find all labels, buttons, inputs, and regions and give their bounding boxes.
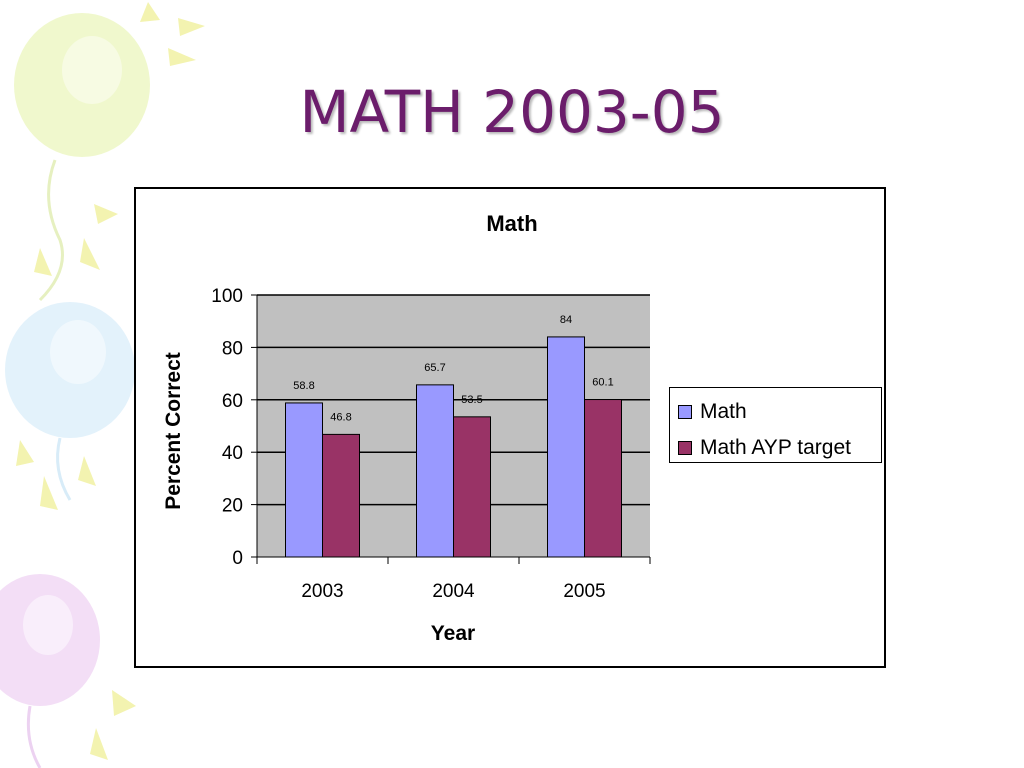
legend-item-math: Math [678, 394, 881, 430]
chart-frame: 0 20 40 60 80 100 2003 58.8 46.8 2004 65.7 53.5 2005… [134, 187, 886, 668]
data-label-ayp-target-2005: 60.1 [592, 377, 613, 389]
data-label-ayp-target-2004: 53.5 [461, 394, 482, 406]
x-axis-title: Year [431, 622, 475, 645]
x-tick-label-2005: 2005 [563, 581, 605, 602]
data-label-math-2005: 84 [560, 314, 572, 326]
bar-ayp-target-2004 [453, 416, 491, 558]
legend-swatch-math [678, 405, 692, 419]
legend-label-ayp-target: Math AYP target [700, 436, 851, 459]
legend-label-math: Math [700, 400, 747, 423]
y-tick-label-60: 60 [222, 391, 243, 412]
bar-math-2004 [416, 384, 454, 558]
y-axis-title: Percent Correct [162, 352, 185, 510]
slide-title: MATH 2003-05 [299, 78, 725, 146]
balloon-blue-decoration [5, 302, 135, 510]
legend-swatch-ayp-target [678, 441, 692, 455]
balloon-yellow-decoration [14, 2, 205, 302]
data-label-math-2003: 58.8 [293, 380, 314, 392]
x-tick-label-2004: 2004 [432, 581, 475, 602]
y-tick-label-80: 80 [222, 338, 243, 359]
x-tick-label-2003: 2003 [301, 581, 343, 602]
y-tick-label-0: 0 [232, 548, 243, 569]
balloon-purple-decoration [0, 574, 136, 768]
data-label-ayp-target-2003: 46.8 [330, 411, 351, 423]
bar-math-2003 [285, 402, 323, 558]
y-tick-label-100: 100 [211, 286, 243, 307]
legend-item-ayp-target: Math AYP target [678, 430, 881, 466]
bar-chart: 0 20 40 60 80 100 2003 58.8 46.8 2004 65.7 53.5 2005… [162, 211, 651, 645]
bar-ayp-target-2003 [322, 433, 360, 558]
bar-ayp-target-2005 [584, 399, 622, 558]
y-tick-label-40: 40 [222, 443, 243, 464]
chart-legend: Math Math AYP target [669, 387, 882, 463]
y-tick-label-20: 20 [222, 496, 243, 517]
bar-math-2005 [547, 336, 585, 558]
data-label-math-2004: 65.7 [424, 362, 445, 374]
chart-title: Math [486, 211, 537, 236]
